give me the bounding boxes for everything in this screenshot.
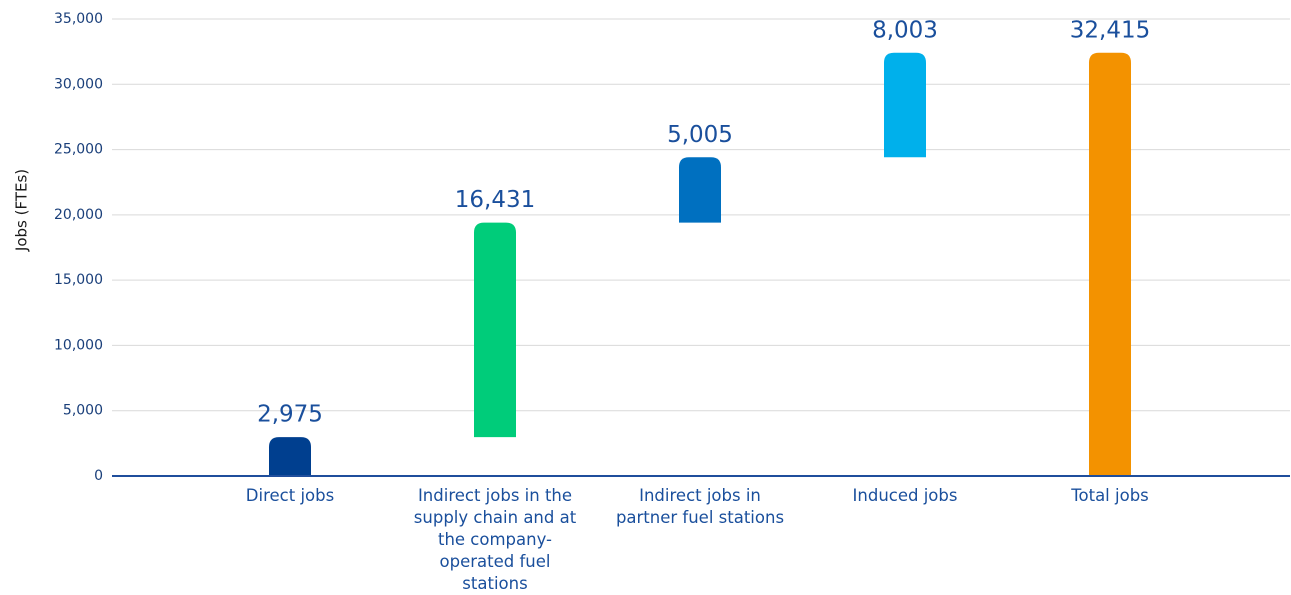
y-tick-label: 25,000 <box>54 142 103 158</box>
y-tick-label: 10,000 <box>54 337 103 353</box>
x-tick-label: Total jobs <box>1071 486 1149 505</box>
y-axis-label: Jobs (FTEs) <box>13 169 31 252</box>
y-tick-label: 0 <box>94 468 103 484</box>
value-label: 5,005 <box>667 122 733 148</box>
bar <box>884 52 926 158</box>
y-tick-label: 30,000 <box>54 76 103 92</box>
bar <box>679 157 721 223</box>
x-tick-label: Indirect jobs in partner fuel stations <box>615 486 785 527</box>
y-tick-label: 5,000 <box>63 403 103 419</box>
value-label: 16,431 <box>455 187 535 213</box>
value-label: 8,003 <box>872 17 938 43</box>
bar <box>269 437 311 476</box>
x-tick-label: Direct jobs <box>245 486 335 505</box>
value-label: 32,415 <box>1070 17 1150 43</box>
value-label: 2,975 <box>257 402 323 428</box>
bar <box>474 222 516 438</box>
x-tick-label: Indirect jobs in the supply chain and at… <box>413 486 577 593</box>
y-tick-label: 20,000 <box>54 207 103 223</box>
x-tick-label: Induced jobs <box>852 486 958 505</box>
y-tick-label: 15,000 <box>54 272 103 288</box>
y-tick-label: 35,000 <box>54 11 103 27</box>
bar <box>1089 52 1131 476</box>
